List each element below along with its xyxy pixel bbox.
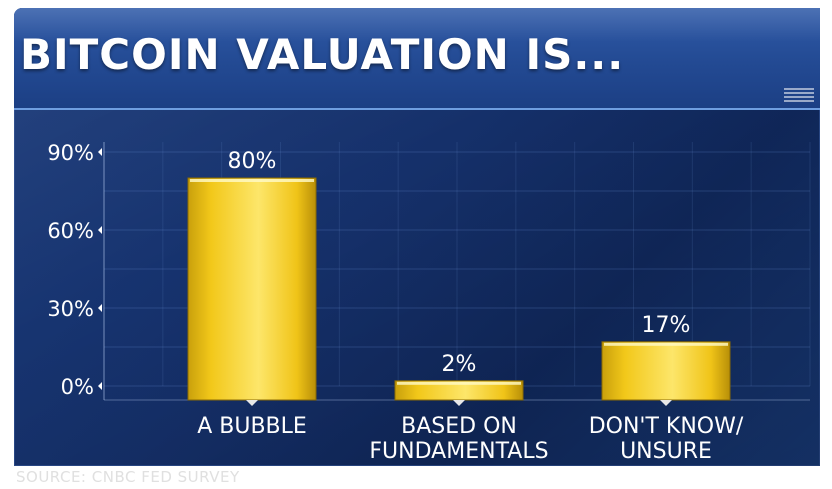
category-label: DON'T KNOW/ (589, 414, 744, 439)
bar (187, 177, 317, 401)
y-tick-mark (98, 382, 102, 390)
y-tick-mark (98, 148, 102, 156)
chart-panel (14, 8, 820, 466)
bar-value-label: 17% (642, 313, 691, 338)
category-label: FUNDAMENTALS (369, 439, 548, 464)
y-tick-mark (98, 226, 102, 234)
y-tick-label: 30% (47, 297, 94, 321)
category-label: BASED ON (401, 414, 517, 439)
y-tick-label: 0% (61, 375, 94, 399)
bar (601, 341, 731, 401)
bar-pointer (660, 400, 672, 406)
bar-value-label: 2% (442, 352, 477, 377)
bar-value-label: 80% (228, 149, 277, 174)
source-note: SOURCE: CNBC FED SURVEY (16, 468, 240, 486)
network-logo-icon (784, 88, 814, 104)
bar-pointer (453, 400, 465, 406)
category-label: A BUBBLE (197, 414, 307, 439)
category-label: UNSURE (620, 439, 712, 464)
y-tick-label: 90% (47, 141, 94, 165)
y-tick-label: 60% (47, 219, 94, 243)
bar-pointer (246, 400, 258, 406)
title-band (14, 8, 820, 110)
bar-highlight (397, 381, 521, 385)
bar-highlight (190, 179, 314, 182)
y-tick-mark (98, 304, 102, 312)
bar-highlight (604, 342, 728, 346)
bars (187, 177, 731, 406)
chart-title: BITCOIN VALUATION IS... (20, 30, 625, 79)
